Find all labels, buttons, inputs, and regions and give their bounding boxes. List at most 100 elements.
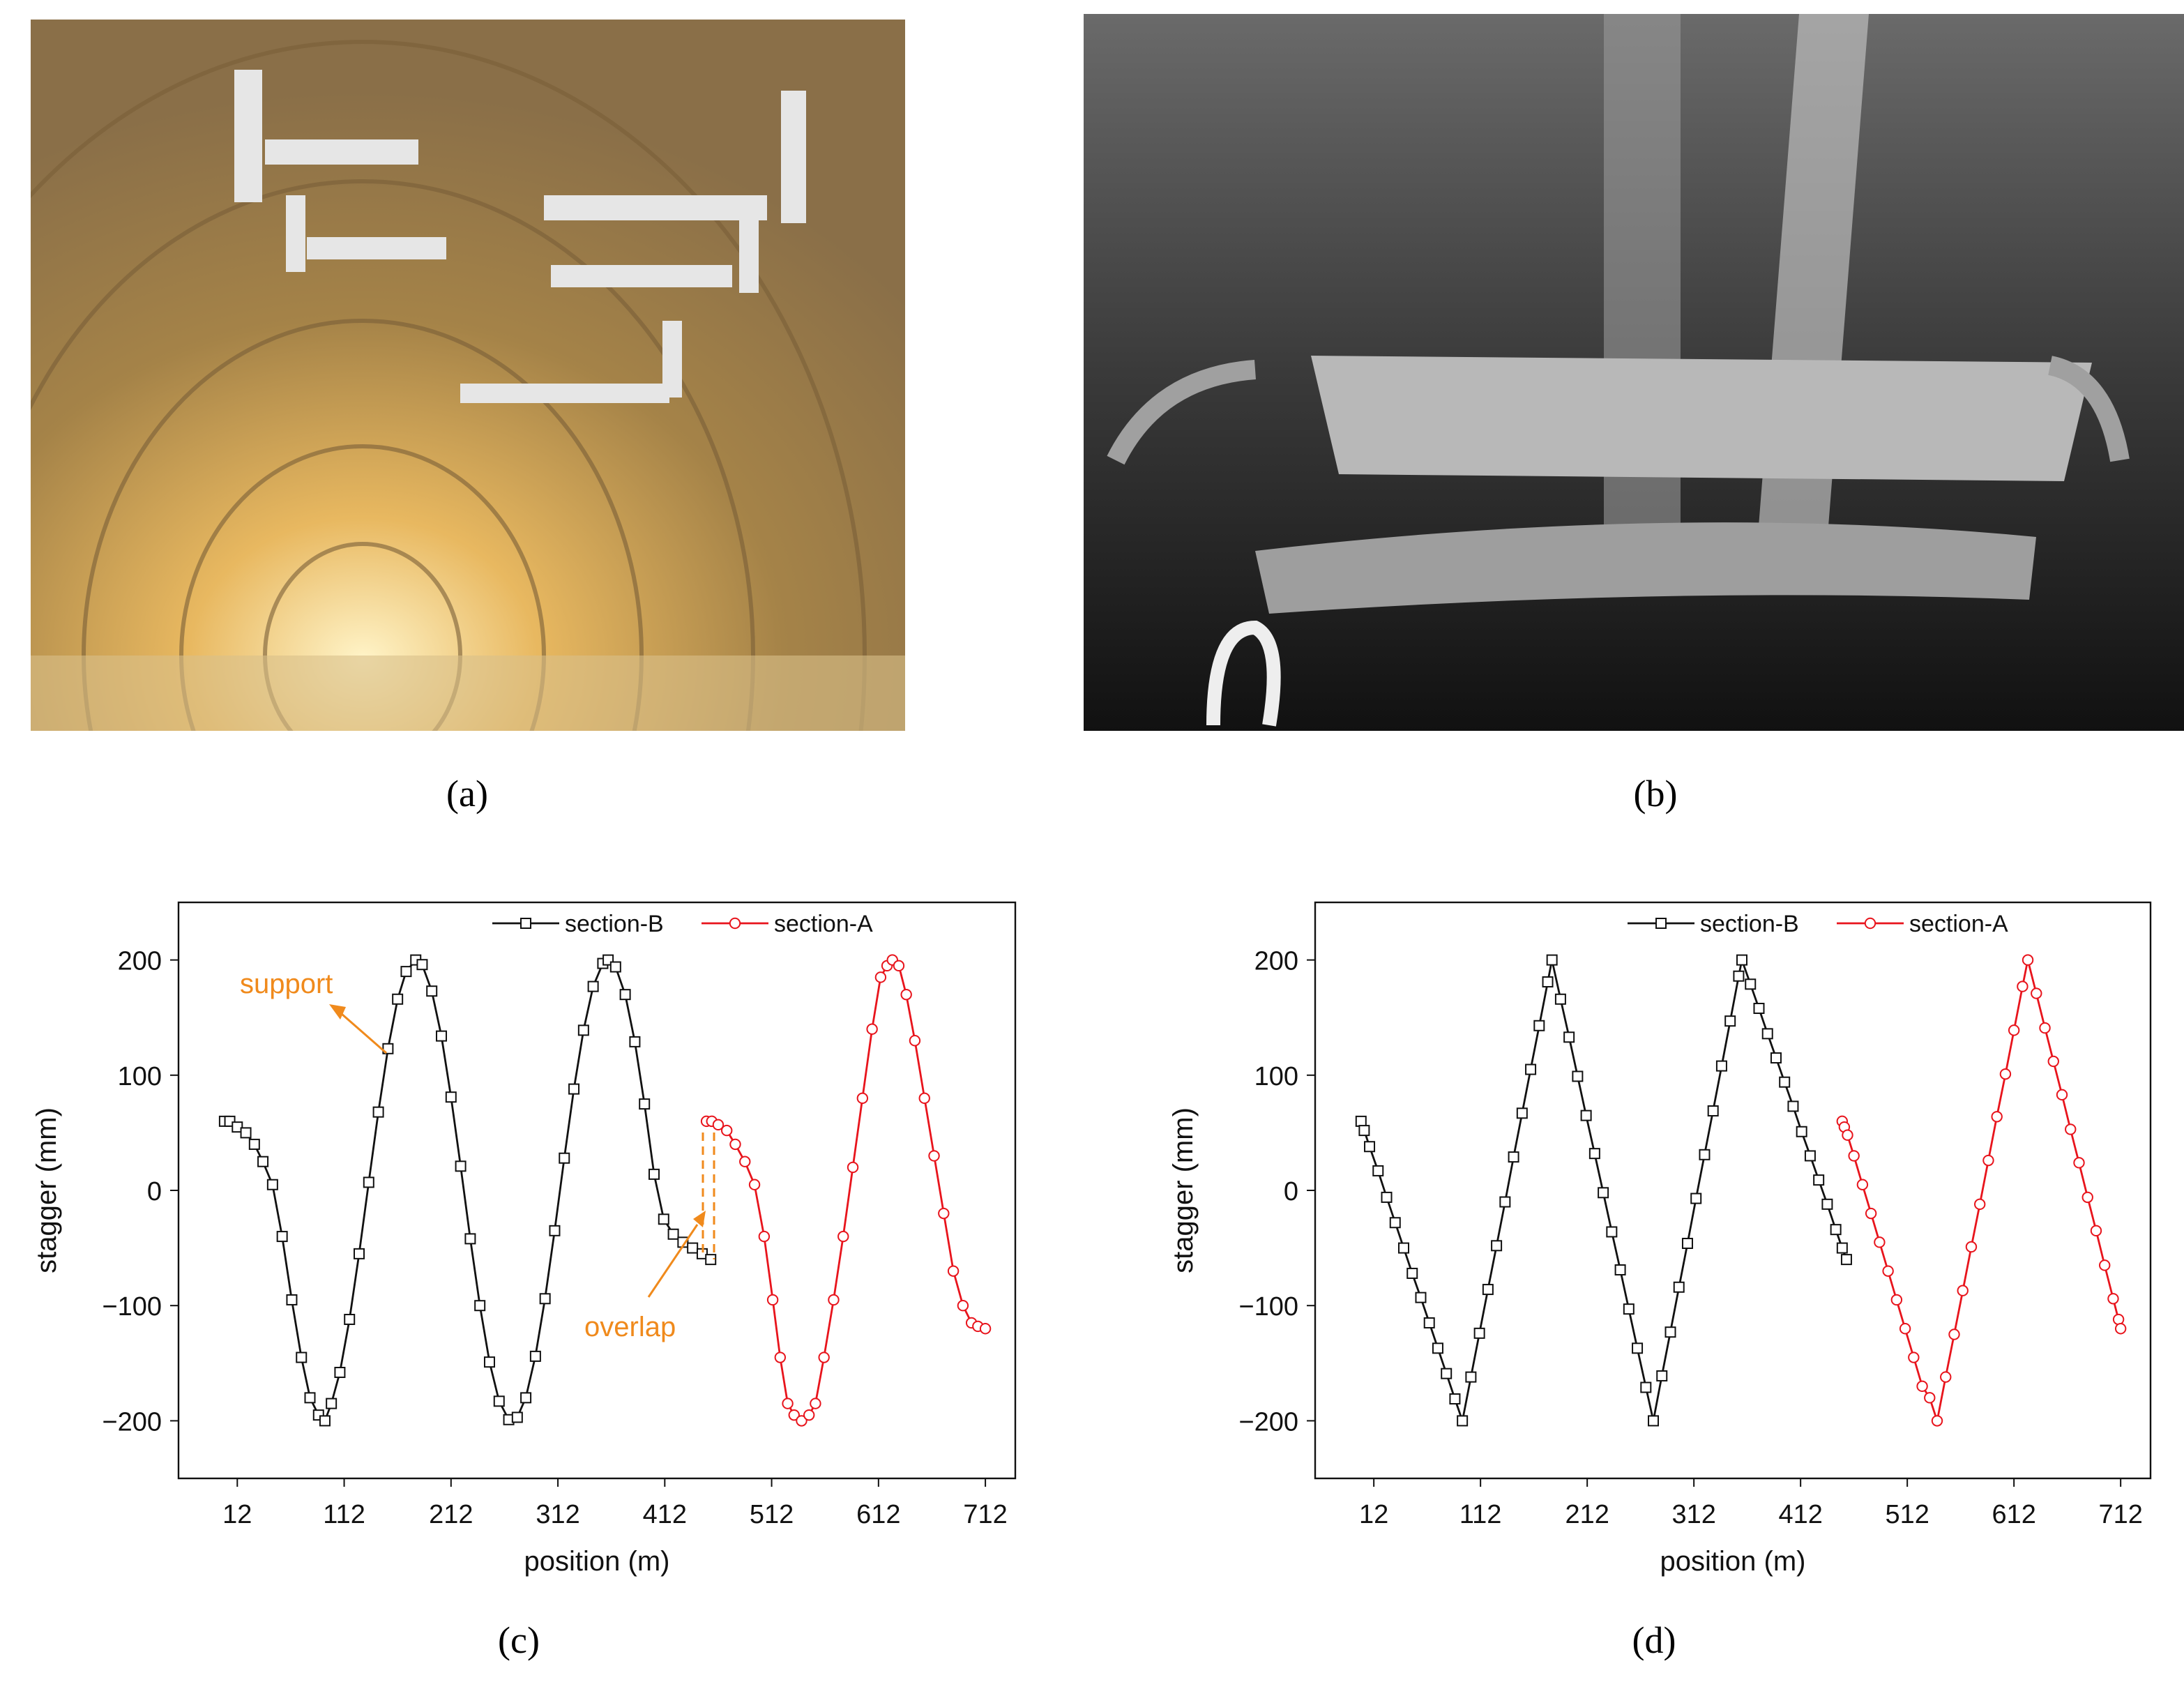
marker bbox=[1508, 1151, 1519, 1163]
marker bbox=[1736, 954, 1748, 966]
marker bbox=[1770, 1052, 1782, 1064]
marker bbox=[483, 1356, 495, 1368]
marker bbox=[758, 1230, 771, 1243]
marker bbox=[1813, 1174, 1825, 1186]
marker bbox=[1842, 1129, 1853, 1141]
marker bbox=[1753, 1002, 1765, 1014]
marker bbox=[2073, 1157, 2085, 1169]
marker bbox=[893, 960, 905, 972]
marker bbox=[344, 1314, 356, 1326]
marker bbox=[828, 1294, 840, 1306]
marker bbox=[648, 1168, 660, 1180]
marker bbox=[1640, 1381, 1652, 1393]
marker bbox=[1389, 1217, 1401, 1229]
marker bbox=[1588, 1148, 1600, 1160]
marker bbox=[609, 961, 621, 973]
x-axis-title: position (m) bbox=[1660, 1546, 1806, 1577]
marker bbox=[354, 1248, 365, 1259]
marker bbox=[947, 1265, 960, 1277]
marker bbox=[1699, 1149, 1711, 1160]
marker bbox=[667, 1228, 679, 1240]
legend-label: section-B bbox=[1700, 911, 1799, 937]
legend-marker bbox=[729, 917, 741, 930]
y-tick-label: −200 bbox=[1238, 1407, 1298, 1437]
marker bbox=[1623, 1303, 1635, 1315]
marker bbox=[1761, 1028, 1773, 1040]
legend-marker bbox=[520, 918, 531, 929]
marker bbox=[2065, 1123, 2077, 1135]
marker bbox=[1648, 1415, 1660, 1427]
marker bbox=[1372, 1165, 1384, 1176]
marker bbox=[957, 1300, 969, 1312]
marker bbox=[436, 1030, 448, 1042]
marker bbox=[319, 1415, 331, 1427]
marker bbox=[559, 1152, 570, 1164]
caption: (b) bbox=[1634, 773, 1678, 815]
marker bbox=[363, 1176, 374, 1188]
marker bbox=[847, 1161, 859, 1174]
y-tick-label: −100 bbox=[1238, 1292, 1298, 1321]
marker bbox=[1745, 978, 1757, 990]
y-tick-label: 200 bbox=[118, 947, 162, 976]
y-tick-label: −200 bbox=[102, 1407, 162, 1437]
marker bbox=[1957, 1285, 1969, 1296]
marker bbox=[748, 1179, 761, 1190]
annotation-arrow bbox=[341, 1013, 387, 1054]
x-tick-label: 612 bbox=[1992, 1500, 2035, 1529]
marker bbox=[1533, 1020, 1545, 1031]
marker bbox=[1899, 1323, 1911, 1335]
marker bbox=[639, 1098, 651, 1110]
legend-marker bbox=[1655, 918, 1667, 929]
marker bbox=[837, 1230, 849, 1243]
marker bbox=[739, 1156, 751, 1167]
x-tick-label: 412 bbox=[643, 1500, 687, 1529]
marker bbox=[257, 1156, 269, 1167]
marker bbox=[782, 1398, 794, 1409]
marker bbox=[1836, 1242, 1848, 1254]
marker bbox=[918, 1092, 930, 1105]
marker bbox=[248, 1138, 260, 1150]
x-tick-label: 112 bbox=[323, 1500, 365, 1529]
marker bbox=[1908, 1351, 1920, 1363]
x-tick-label: 712 bbox=[963, 1500, 1007, 1529]
marker bbox=[1931, 1415, 1943, 1427]
marker bbox=[2114, 1323, 2127, 1335]
y-tick-label: 200 bbox=[1254, 947, 1298, 976]
marker bbox=[392, 993, 404, 1005]
marker bbox=[1415, 1292, 1427, 1303]
marker bbox=[729, 1138, 741, 1151]
marker bbox=[810, 1398, 821, 1409]
marker bbox=[511, 1411, 523, 1423]
marker bbox=[766, 1294, 779, 1306]
marker bbox=[1796, 1126, 1807, 1137]
marker bbox=[1830, 1224, 1842, 1236]
marker bbox=[539, 1293, 551, 1305]
marker bbox=[874, 971, 887, 983]
caption: (c) bbox=[498, 1619, 540, 1661]
marker bbox=[788, 1409, 800, 1421]
x-tick-label: 612 bbox=[856, 1500, 900, 1529]
marker bbox=[866, 1023, 878, 1035]
marker bbox=[629, 1036, 641, 1047]
y-tick-label: 0 bbox=[147, 1177, 162, 1206]
marker bbox=[577, 1024, 589, 1036]
y-tick-label: 100 bbox=[118, 1062, 162, 1091]
marker bbox=[529, 1350, 541, 1362]
y-axis-title: stagger (mm) bbox=[1168, 1107, 1199, 1273]
series-line bbox=[225, 958, 711, 1423]
marker bbox=[712, 1119, 725, 1131]
marker bbox=[232, 1121, 243, 1133]
marker bbox=[1554, 993, 1566, 1005]
marker bbox=[1516, 1107, 1528, 1119]
marker bbox=[1525, 1063, 1537, 1075]
annotation: support bbox=[240, 969, 333, 999]
marker bbox=[1546, 954, 1558, 966]
x-tick-label: 712 bbox=[2098, 1500, 2142, 1529]
marker bbox=[1364, 1141, 1376, 1153]
marker bbox=[721, 1124, 733, 1137]
series-line bbox=[706, 958, 986, 1423]
annotation: overlap bbox=[584, 1312, 676, 1342]
marker bbox=[979, 1323, 992, 1335]
marker bbox=[2056, 1089, 2068, 1101]
